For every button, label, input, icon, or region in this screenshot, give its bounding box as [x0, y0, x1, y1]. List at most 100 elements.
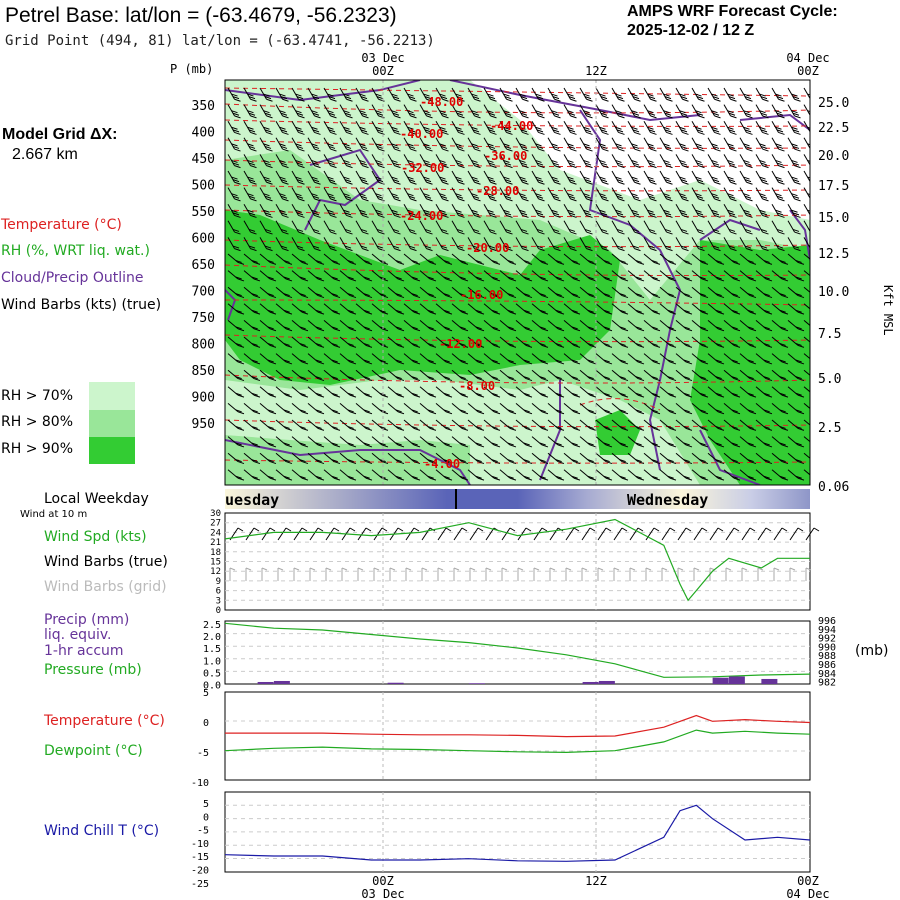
wind-barb — [307, 452, 325, 465]
wind-barb — [419, 419, 437, 431]
wind-barb — [515, 452, 533, 465]
wind-barb — [563, 237, 577, 252]
wind-barb — [771, 403, 789, 415]
wind-barb — [483, 237, 497, 252]
height-tick-label: 5.0 — [818, 372, 841, 387]
contour-label: -44.00 — [490, 119, 533, 133]
wind-barb — [275, 170, 289, 185]
wind-barb — [579, 419, 597, 431]
wind-barb — [227, 187, 241, 202]
wind-tick-label: 0 — [216, 606, 221, 616]
wind-barb-grid — [405, 567, 412, 581]
wind-barb — [243, 203, 257, 218]
wind-height-caption: Wind at 10 m — [20, 509, 88, 520]
wind-barb — [499, 253, 517, 265]
wind-barb — [563, 137, 577, 152]
height-axis-title: Kft MSL — [881, 285, 895, 336]
wind-barb — [323, 220, 337, 235]
wind-barb — [707, 336, 725, 348]
wind-barb — [515, 336, 533, 348]
wind-barb — [515, 203, 529, 218]
wind-barb — [627, 187, 641, 202]
wind-barb — [627, 104, 641, 119]
wind-barb — [707, 403, 725, 415]
wind-barb — [419, 452, 437, 465]
wind-barb — [611, 419, 629, 431]
wind-barb — [291, 270, 309, 282]
wind-barb — [627, 120, 641, 135]
wind-barb — [723, 203, 737, 218]
wind-barb — [627, 220, 641, 235]
wind-barb — [435, 320, 453, 332]
wind-barb — [707, 469, 725, 481]
wind-barb — [755, 87, 769, 102]
wind-barb — [579, 436, 597, 448]
wind-barb-true — [661, 527, 676, 541]
wind-barb — [307, 336, 325, 348]
legend-wind-barbs-true: Wind Barbs (true) — [44, 554, 168, 570]
wind-barb — [435, 253, 453, 265]
wind-barb — [483, 403, 501, 415]
wind-barb — [451, 220, 465, 235]
wind-barb — [547, 220, 561, 235]
wind-barb — [643, 154, 657, 169]
wind-barb — [499, 469, 517, 481]
wind-barb — [595, 336, 613, 348]
wind-barb — [227, 270, 245, 282]
wind-barb — [659, 369, 677, 382]
wind-barb — [579, 303, 597, 315]
wind-barb — [291, 220, 305, 235]
wind-barb — [499, 452, 517, 465]
wind-barb — [547, 303, 565, 315]
wind-barb — [403, 104, 417, 119]
wind-barb — [323, 403, 341, 415]
wind-barb — [387, 120, 401, 135]
wind-barb — [659, 137, 673, 152]
wind-barb — [675, 253, 693, 265]
wind-barb — [579, 203, 593, 218]
wind-barb — [611, 403, 629, 415]
wind-barb — [275, 203, 289, 218]
wind-barb-grid — [341, 567, 348, 581]
wind-barb — [339, 336, 357, 348]
bottom-date-label: 03 Dec — [361, 887, 404, 900]
wind-barb — [755, 187, 769, 202]
wind-barb — [467, 104, 481, 119]
wind-barb — [483, 154, 497, 169]
wind-barb — [291, 137, 305, 152]
wind-barb — [291, 436, 309, 448]
wind-barb — [691, 469, 709, 481]
wind-barb — [659, 154, 673, 169]
wind-barb — [739, 220, 753, 235]
wind-barb — [595, 353, 613, 365]
wind-barb — [659, 353, 677, 365]
wind-barb — [723, 403, 741, 415]
wind-barb — [643, 253, 661, 265]
wind-barb — [451, 403, 469, 415]
wind-barb — [435, 87, 449, 102]
wind-barb-true — [805, 527, 820, 541]
wind-barb — [531, 336, 549, 348]
wind-barb — [355, 320, 373, 332]
wind-barb — [355, 403, 373, 415]
wind-barb — [563, 187, 577, 202]
wind-barb — [755, 336, 773, 348]
wind-barb — [387, 336, 405, 348]
wind-barb — [499, 419, 517, 431]
wind-barb — [307, 154, 321, 169]
contour-label: -48.00 — [420, 95, 463, 109]
wind-barb — [403, 187, 417, 202]
wind-barb — [323, 270, 341, 282]
wind-barb — [435, 104, 449, 119]
wind-barb — [563, 419, 581, 431]
wind-barb — [723, 187, 737, 202]
wind-barb — [243, 220, 257, 235]
wind-barb — [547, 286, 565, 299]
pressure-tick-label: 750 — [192, 311, 215, 326]
wind-barb — [691, 120, 705, 135]
wind-barb — [771, 220, 785, 235]
wind-barb — [675, 220, 689, 235]
wind-barb — [307, 170, 321, 185]
wind-barb — [659, 403, 677, 415]
wind-barb — [467, 469, 485, 481]
